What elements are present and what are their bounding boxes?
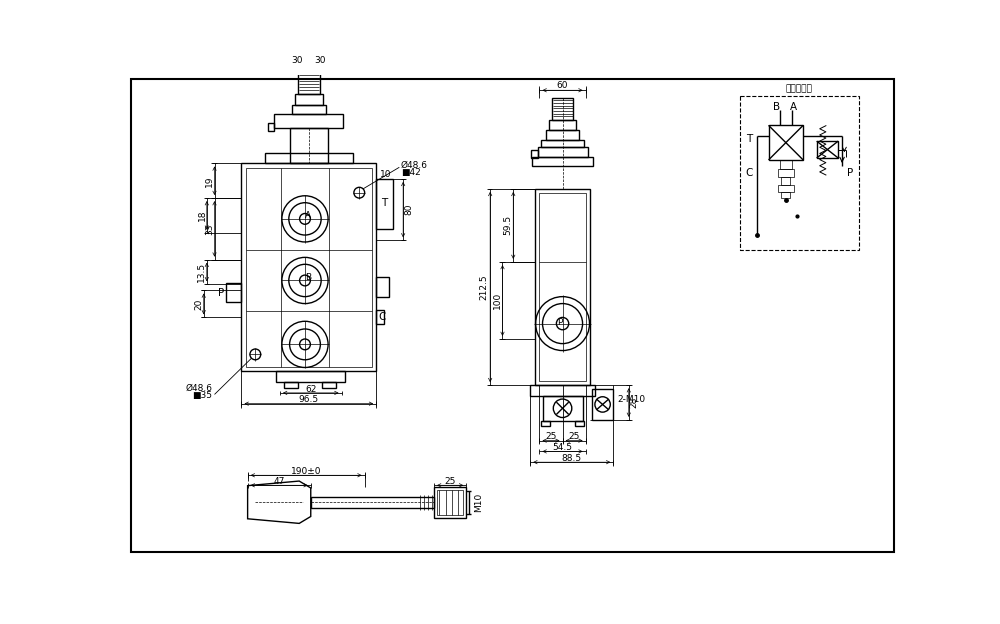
Bar: [268, 124, 274, 131]
Text: 25: 25: [545, 432, 557, 441]
Bar: [546, 130, 579, 140]
Bar: [292, 105, 326, 114]
Bar: [740, 97, 859, 250]
Bar: [781, 177, 790, 185]
Bar: [543, 396, 583, 421]
Text: 212.5: 212.5: [480, 274, 489, 300]
Text: 60: 60: [557, 81, 568, 90]
Bar: [376, 179, 393, 229]
Bar: [531, 150, 538, 158]
Bar: [226, 283, 241, 302]
Text: 20: 20: [195, 298, 204, 310]
Bar: [575, 421, 584, 426]
Bar: [535, 189, 590, 385]
Text: 54.5: 54.5: [553, 443, 573, 452]
Text: ■35: ■35: [192, 391, 212, 401]
Text: Ø48.6: Ø48.6: [185, 384, 212, 392]
Text: 190±0: 190±0: [291, 467, 321, 476]
Bar: [290, 128, 328, 163]
Bar: [592, 389, 613, 420]
Text: 28: 28: [630, 397, 639, 408]
Bar: [552, 98, 573, 120]
Text: 液压原理图: 液压原理图: [786, 84, 813, 93]
Text: B: B: [305, 273, 311, 282]
Bar: [274, 114, 343, 128]
Bar: [532, 157, 593, 166]
Text: 2-M10: 2-M10: [617, 394, 645, 404]
Bar: [778, 185, 794, 192]
Text: 19: 19: [205, 175, 214, 187]
Text: 62: 62: [305, 384, 316, 394]
Text: A: A: [305, 212, 311, 220]
Bar: [538, 147, 588, 157]
Text: 59.5: 59.5: [503, 215, 512, 235]
Text: 47: 47: [274, 477, 285, 486]
Text: T: T: [382, 198, 388, 208]
Text: 80: 80: [404, 204, 413, 215]
Text: C: C: [379, 313, 386, 323]
Text: 18: 18: [198, 210, 207, 221]
Text: C: C: [745, 168, 753, 178]
Bar: [549, 120, 576, 130]
Bar: [769, 125, 803, 160]
Bar: [322, 382, 336, 388]
Text: 30: 30: [315, 56, 326, 65]
Bar: [295, 94, 323, 105]
Text: M10: M10: [474, 492, 483, 512]
Text: 100: 100: [493, 292, 502, 309]
Text: T: T: [746, 134, 752, 144]
Text: 88.5: 88.5: [562, 454, 582, 463]
Bar: [284, 382, 298, 388]
Text: 25: 25: [444, 477, 456, 486]
Bar: [541, 140, 584, 147]
Text: 25: 25: [568, 432, 580, 441]
Bar: [530, 385, 595, 396]
Bar: [781, 192, 790, 198]
Text: ■42: ■42: [401, 168, 421, 177]
Text: 10: 10: [380, 170, 392, 178]
Text: P: P: [558, 318, 563, 326]
Bar: [541, 421, 550, 426]
Text: P: P: [847, 168, 853, 178]
Bar: [241, 163, 376, 371]
Bar: [298, 72, 320, 94]
Bar: [539, 193, 586, 381]
Text: 13.5: 13.5: [197, 262, 206, 282]
Text: P: P: [218, 288, 225, 298]
Text: 96.5: 96.5: [299, 396, 319, 404]
Bar: [778, 169, 794, 177]
Bar: [780, 160, 792, 169]
Bar: [434, 487, 466, 518]
Text: 33: 33: [205, 223, 214, 235]
Bar: [265, 153, 353, 163]
Bar: [376, 278, 389, 296]
Bar: [311, 497, 434, 507]
Text: B: B: [773, 102, 780, 112]
Bar: [246, 168, 372, 367]
Text: Ø48.6: Ø48.6: [401, 160, 428, 170]
Bar: [817, 141, 838, 158]
Text: 30: 30: [292, 56, 303, 65]
Bar: [276, 371, 345, 382]
Bar: [437, 490, 463, 515]
Bar: [376, 310, 384, 324]
Text: A: A: [790, 102, 797, 112]
